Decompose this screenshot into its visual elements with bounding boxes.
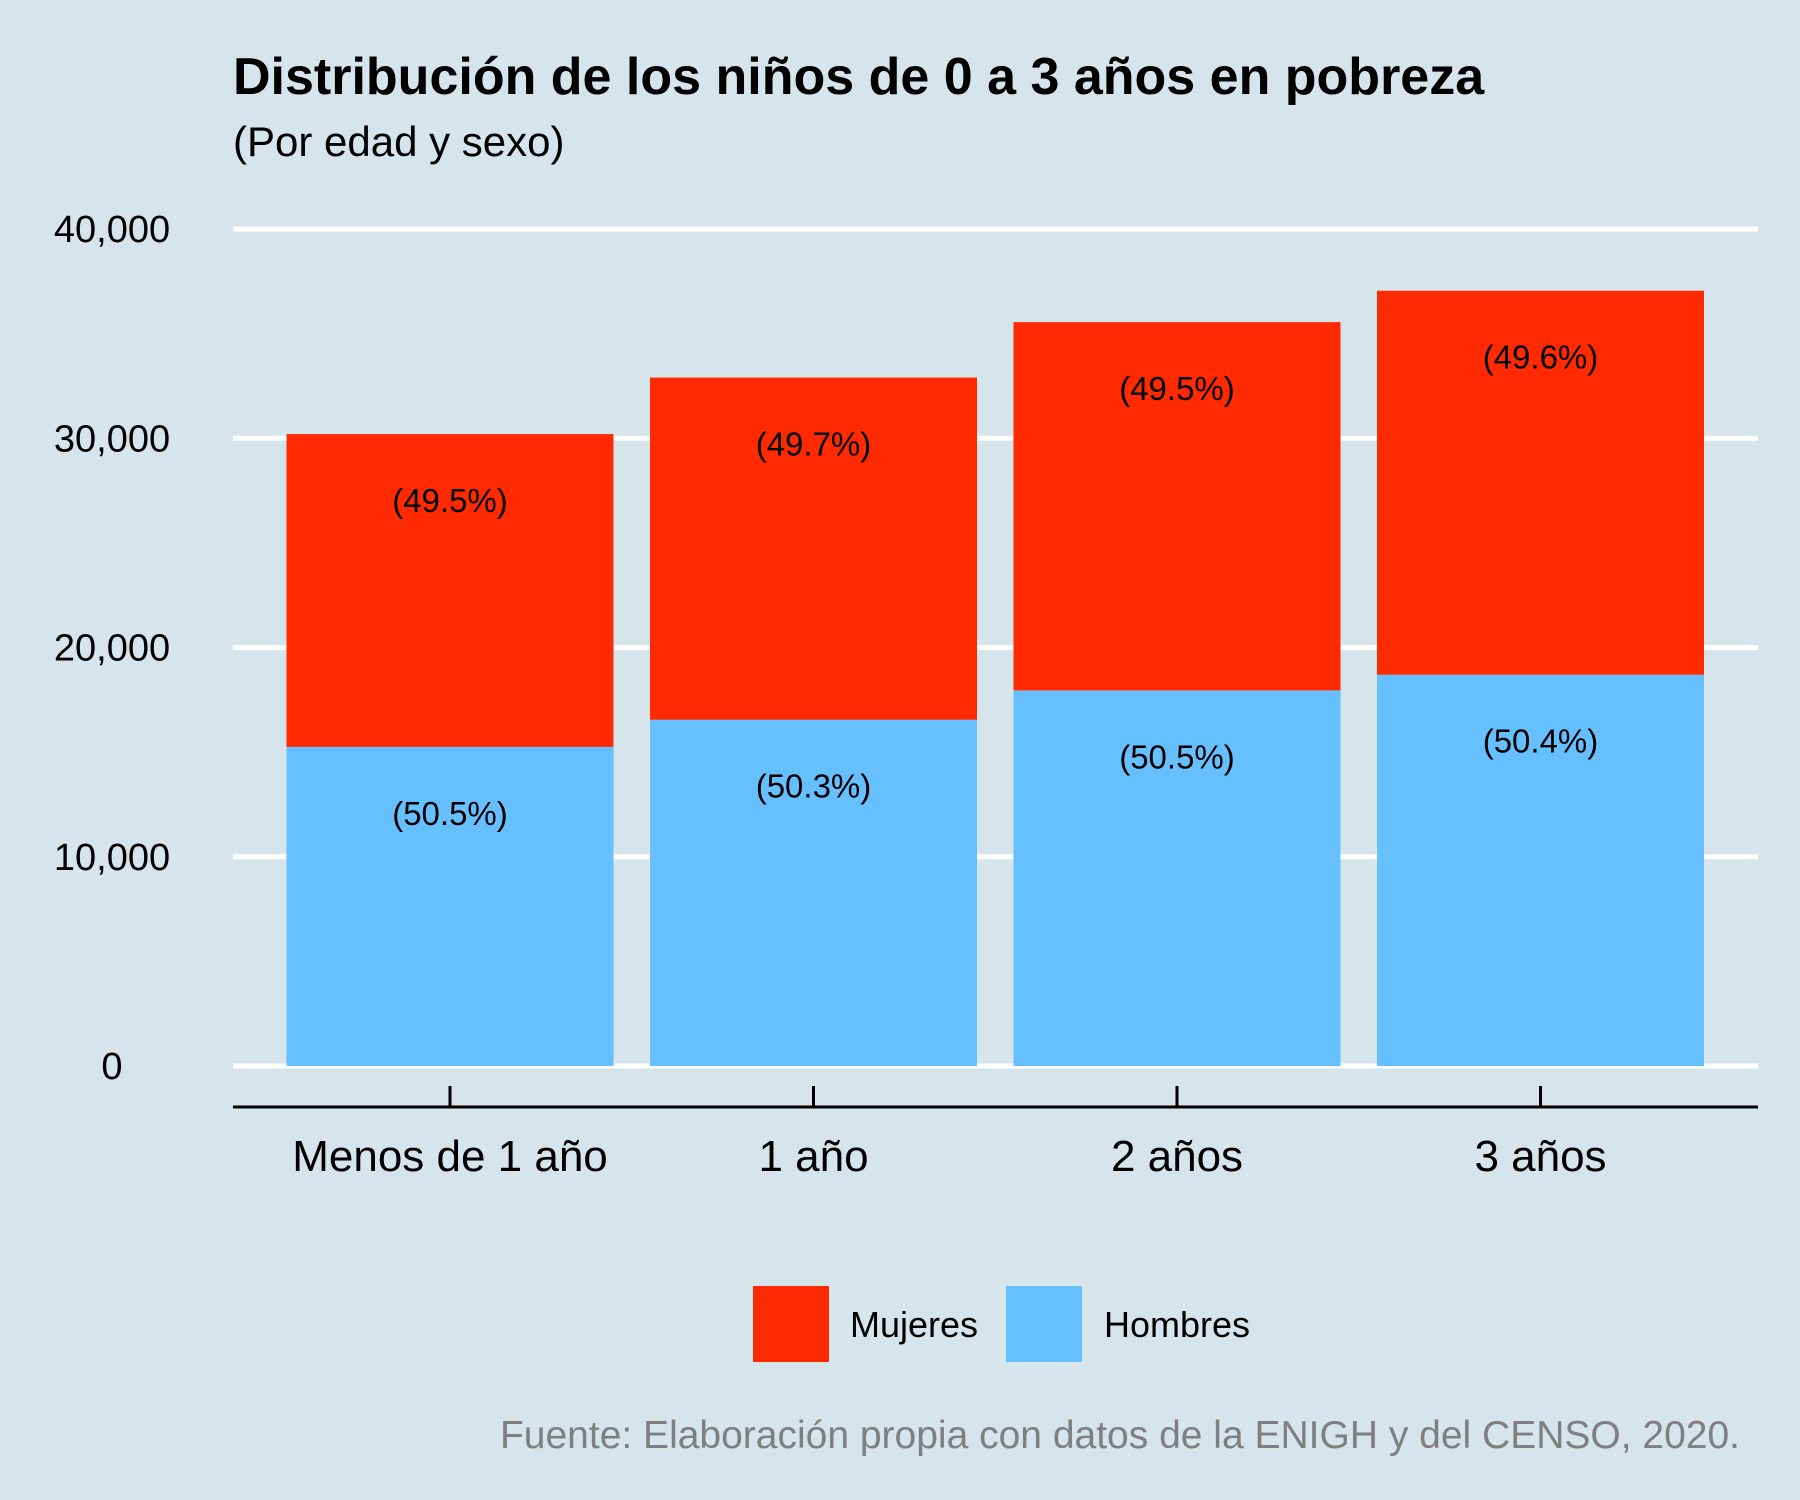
y-tick-label: 20,000	[54, 628, 170, 670]
x-axis: Menos de 1 año 1 año 2 años 3 años	[233, 1086, 1758, 1181]
data-label-mujeres: (49.5%)	[1119, 370, 1235, 407]
legend-label-mujeres: Mujeres	[850, 1304, 978, 1345]
x-tick-label: 2 años	[1111, 1132, 1243, 1181]
chart-title: Distribución de los niños de 0 a 3 años …	[233, 48, 1485, 106]
bar-hombres	[650, 719, 977, 1066]
bar-hombres	[1377, 674, 1704, 1066]
y-tick-label: 40,000	[54, 209, 170, 251]
bar-mujeres	[650, 377, 977, 720]
legend-swatch-hombres	[1006, 1286, 1082, 1362]
data-label-hombres: (50.5%)	[392, 795, 508, 832]
bar-mujeres	[1377, 290, 1704, 675]
x-tick-label: 3 años	[1474, 1132, 1606, 1181]
x-tick-label: Menos de 1 año	[292, 1132, 608, 1181]
bar-data-labels: (50.5%) (49.5%) (50.3%) (49.7%) (50.5%) (49.5…	[392, 339, 1598, 832]
bar-hombres	[1013, 690, 1341, 1066]
x-tick-label: 1 año	[758, 1132, 868, 1181]
legend: Mujeres Hombres	[753, 1286, 1250, 1362]
y-tick-label: 10,000	[54, 837, 170, 879]
y-tick-label: 30,000	[54, 418, 170, 460]
data-label-hombres: (50.3%)	[756, 768, 872, 805]
data-label-mujeres: (49.5%)	[392, 482, 508, 519]
data-label-hombres: (50.4%)	[1483, 723, 1599, 760]
bars	[286, 290, 1704, 1066]
bar-hombres	[286, 746, 614, 1066]
bar-mujeres	[1013, 322, 1341, 691]
bar-mujeres	[286, 434, 614, 747]
y-tick-label: 0	[101, 1046, 122, 1088]
data-label-mujeres: (49.7%)	[756, 426, 872, 463]
chart-subtitle: (Por edad y sexo)	[233, 118, 565, 165]
chart-caption: Fuente: Elaboración propia con datos de …	[500, 1414, 1740, 1457]
legend-swatch-mujeres	[753, 1286, 829, 1362]
data-label-mujeres: (49.6%)	[1483, 339, 1599, 376]
data-label-hombres: (50.5%)	[1119, 738, 1235, 775]
legend-label-hombres: Hombres	[1104, 1304, 1250, 1345]
y-axis-tick-labels: 0 10,000 20,000 30,000 40,000	[54, 209, 170, 1088]
